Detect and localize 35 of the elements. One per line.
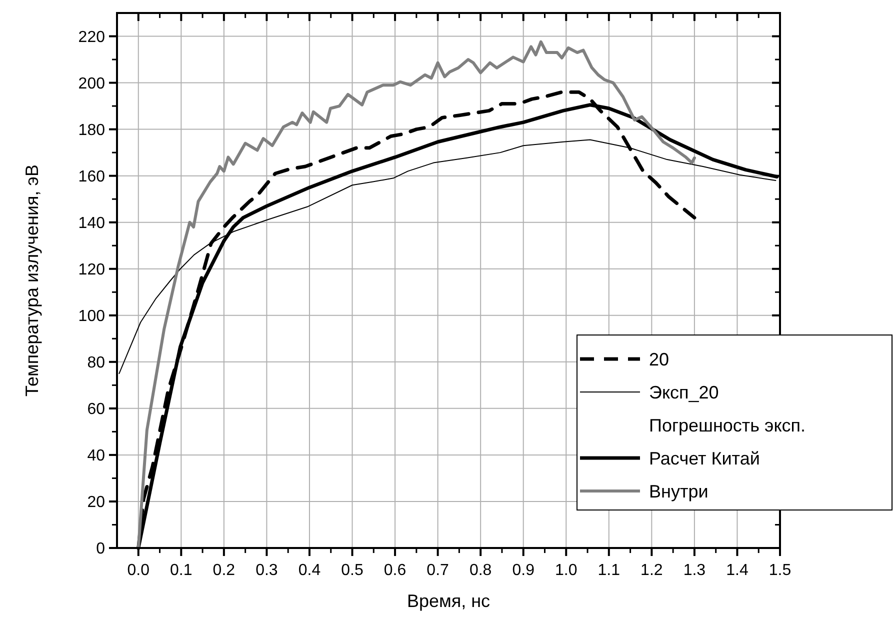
legend-label: Эксп_20 — [649, 382, 719, 402]
y-tick-label: 160 — [78, 168, 106, 186]
legend-label: Расчет Китай — [649, 448, 760, 468]
y-tick-label: 120 — [78, 261, 106, 278]
x-tick-label: 0.5 — [341, 562, 364, 579]
y-tick-label: 40 — [87, 448, 106, 465]
text: Погрешность эксп. — [649, 415, 806, 436]
x-axis-title: Время, нс — [406, 591, 490, 611]
x-tick-label: 1.4 — [726, 562, 748, 579]
y-tick-label: 200 — [78, 75, 106, 92]
x-tick-label: 0.0 — [127, 562, 150, 579]
y-tick-label: 80 — [87, 354, 106, 372]
x-tick-label: 0.6 — [384, 562, 406, 579]
y-tick-label: 140 — [78, 214, 106, 232]
x-tick-label: 1.5 — [768, 562, 792, 579]
y-tick-label: 20 — [87, 494, 106, 512]
x-tick-label: 1.1 — [598, 562, 620, 579]
x-tick-label: 0.3 — [256, 562, 278, 579]
y-tick-label: 60 — [87, 401, 106, 418]
y-axis-title: Температура излучения, эВ — [22, 164, 42, 396]
y-tick-label: 0 — [96, 540, 106, 558]
x-tick-label: 0.8 — [469, 562, 492, 579]
x-tick-label: 1.2 — [640, 562, 663, 579]
legend-label: 20 — [649, 349, 670, 370]
legend-label: Внутри — [649, 481, 708, 502]
x-tick-label: 0.7 — [426, 562, 450, 579]
x-tick-label: 1.3 — [683, 562, 706, 579]
y-tick-label: 220 — [78, 28, 106, 46]
x-tick-label: 0.4 — [298, 562, 321, 579]
x-tick-label: 0.1 — [170, 562, 192, 579]
y-tick-label: 180 — [78, 122, 106, 139]
x-tick-label: 0.9 — [512, 562, 535, 579]
y-tick-label: 100 — [78, 308, 106, 325]
x-tick-label: 0.2 — [212, 562, 236, 579]
x-tick-label: 1.0 — [555, 562, 578, 579]
